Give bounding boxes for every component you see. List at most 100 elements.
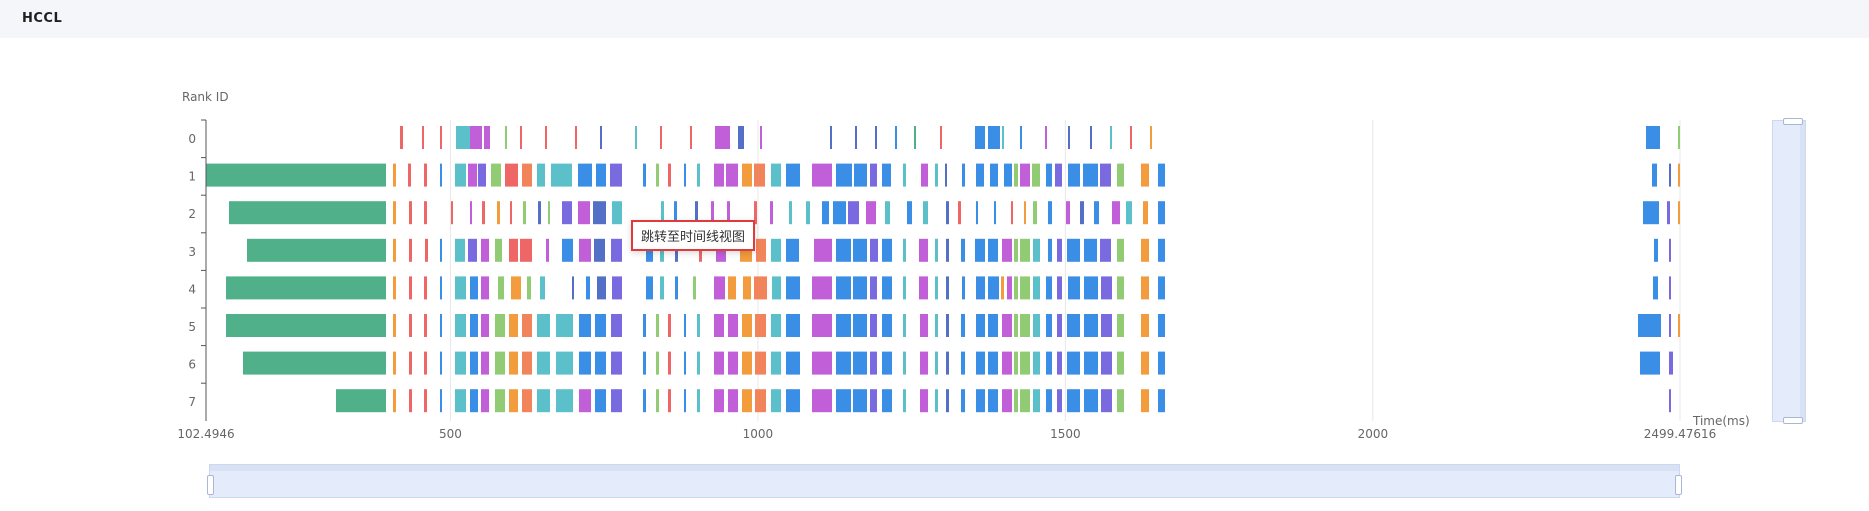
rank-3-bar[interactable] [836,238,851,262]
rank-7-bar[interactable] [903,389,906,413]
rank-0-bar[interactable] [914,126,916,149]
rank-6-bar[interactable] [742,351,752,375]
rank-4-bar[interactable] [226,276,386,300]
rank-7-bar[interactable] [870,389,877,413]
rank-2-bar[interactable] [1024,201,1026,225]
rank-2-bar[interactable] [578,201,590,225]
rank-5-bar[interactable] [1046,314,1052,337]
rank-7-bar[interactable] [336,389,386,413]
rank-3-bar[interactable] [611,238,622,262]
rank-7-bar[interactable] [920,389,928,413]
rank-6-bar[interactable] [1640,351,1660,375]
rank-0-bar[interactable] [760,126,762,149]
rank-5-bar[interactable] [226,314,386,337]
rank-1-bar[interactable] [578,163,592,187]
rank-2-bar[interactable] [1033,201,1037,225]
rank-6-bar[interactable] [495,351,505,375]
rank-1-bar[interactable] [1014,163,1018,187]
rank-6-bar[interactable] [556,351,573,375]
rank-5-bar[interactable] [853,314,867,337]
rank-1-bar[interactable] [610,163,622,187]
rank-0-bar[interactable] [1130,126,1132,149]
rank-6-bar[interactable] [988,351,998,375]
rank-2-bar[interactable] [538,201,541,225]
rank-3-bar[interactable] [756,238,766,262]
y-zoom-slider[interactable] [1772,118,1806,424]
rank-7-bar[interactable] [424,389,427,413]
rank-1-bar[interactable] [903,163,906,187]
rank-0-bar[interactable] [575,126,577,149]
rank-4-bar[interactable] [660,276,664,300]
rank-3-bar[interactable] [919,238,928,262]
rank-4-bar[interactable] [1117,276,1124,300]
rank-1-bar[interactable] [854,163,867,187]
rank-0-bar[interactable] [988,126,1000,149]
rank-4-bar[interactable] [714,276,725,300]
rank-7-bar[interactable] [1141,389,1149,413]
rank-5-bar[interactable] [440,314,442,337]
rank-7-bar[interactable] [935,389,938,413]
rank-0-bar[interactable] [600,126,602,149]
rank-1-bar[interactable] [1669,163,1671,187]
rank-4-bar[interactable] [646,276,653,300]
rank-1-bar[interactable] [491,163,501,187]
rank-5-bar[interactable] [1014,314,1018,337]
rank-1-bar[interactable] [478,163,486,187]
rank-0-bar[interactable] [545,126,547,149]
rank-4-bar[interactable] [470,276,478,300]
rank-3-bar[interactable] [903,238,906,262]
rank-6-bar[interactable] [1669,351,1673,375]
rank-2-bar[interactable] [562,201,572,225]
rank-3-bar[interactable] [393,238,396,262]
rank-4-bar[interactable] [853,276,867,300]
rank-7-bar[interactable] [409,389,412,413]
rank-2-bar[interactable] [229,201,386,225]
rank-2-bar[interactable] [754,201,757,225]
rank-4-bar[interactable] [511,276,521,300]
rank-4-bar[interactable] [1669,276,1671,300]
rank-3-bar[interactable] [594,238,605,262]
rank-7-bar[interactable] [1084,389,1098,413]
rank-2-bar[interactable] [497,201,500,225]
rank-2-bar[interactable] [907,201,912,225]
rank-3-bar[interactable] [1141,238,1149,262]
rank-6-bar[interactable] [946,351,949,375]
rank-4-bar[interactable] [946,276,949,300]
rank-3-bar[interactable] [520,238,532,262]
rank-6-bar[interactable] [920,351,928,375]
rank-1-bar[interactable] [537,163,545,187]
x-zoom-handle-right[interactable] [1675,475,1682,495]
rank-1-bar[interactable] [408,163,411,187]
rank-0-bar[interactable] [456,126,470,149]
rank-4-bar[interactable] [836,276,851,300]
rank-5-bar[interactable] [728,314,738,337]
rank-1-bar[interactable] [935,163,938,187]
rank-2-bar[interactable] [409,201,412,225]
rank-7-bar[interactable] [522,389,532,413]
rank-0-bar[interactable] [400,126,403,149]
rank-6-bar[interactable] [1117,351,1124,375]
rank-7-bar[interactable] [812,389,832,413]
rank-7-bar[interactable] [656,389,659,413]
rank-2-bar[interactable] [1011,201,1013,225]
rank-3-bar[interactable] [1117,238,1124,262]
rank-1-bar[interactable] [393,163,396,187]
rank-1-bar[interactable] [1652,163,1657,187]
rank-1-bar[interactable] [870,163,877,187]
rank-1-bar[interactable] [596,163,606,187]
rank-7-bar[interactable] [455,389,466,413]
rank-5-bar[interactable] [522,314,532,337]
rank-3-bar[interactable] [786,238,799,262]
rank-1-bar[interactable] [551,163,572,187]
rank-1-bar[interactable] [882,163,891,187]
y-zoom-handle-top[interactable] [1783,118,1803,125]
rank-1-bar[interactable] [976,163,984,187]
rank-1-bar[interactable] [1083,163,1098,187]
rank-1-bar[interactable] [1004,163,1012,187]
rank-1-bar[interactable] [990,163,998,187]
rank-1-bar[interactable] [1046,163,1052,187]
rank-0-bar[interactable] [830,126,832,149]
rank-1-bar[interactable] [945,163,947,187]
rank-7-bar[interactable] [495,389,505,413]
rank-5-bar[interactable] [988,314,998,337]
